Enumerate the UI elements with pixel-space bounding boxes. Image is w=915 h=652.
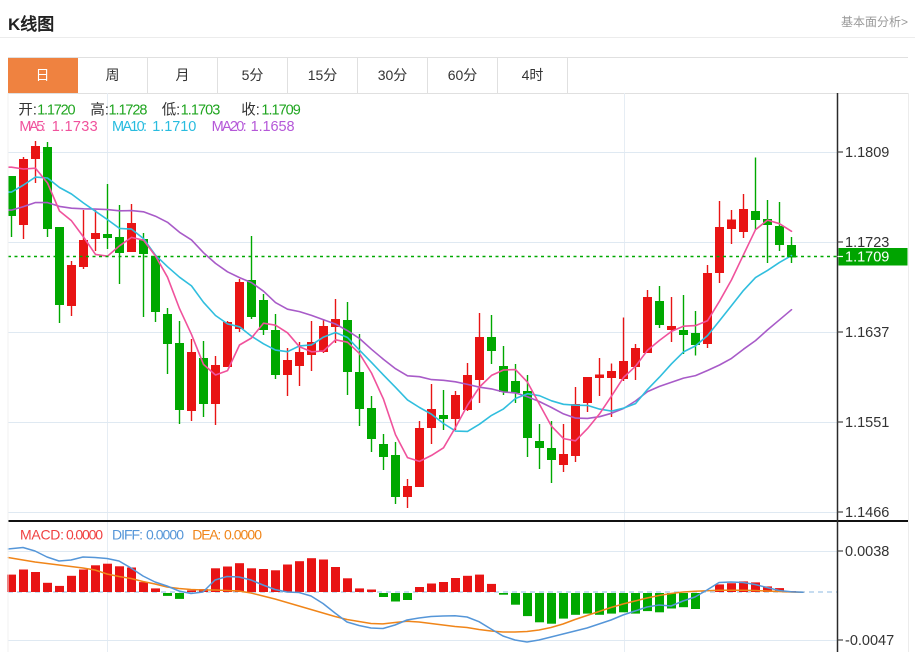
- svg-text:1.1723: 1.1723: [845, 235, 889, 251]
- svg-text:1.1809: 1.1809: [845, 145, 889, 161]
- svg-text:0.0038: 0.0038: [845, 544, 889, 560]
- svg-text:1.1709: 1.1709: [845, 250, 889, 266]
- svg-text:1.1551: 1.1551: [845, 415, 889, 431]
- svg-text:1.1637: 1.1637: [845, 325, 889, 341]
- svg-text:1.1466: 1.1466: [845, 505, 889, 521]
- svg-text:-0.0047: -0.0047: [845, 633, 894, 649]
